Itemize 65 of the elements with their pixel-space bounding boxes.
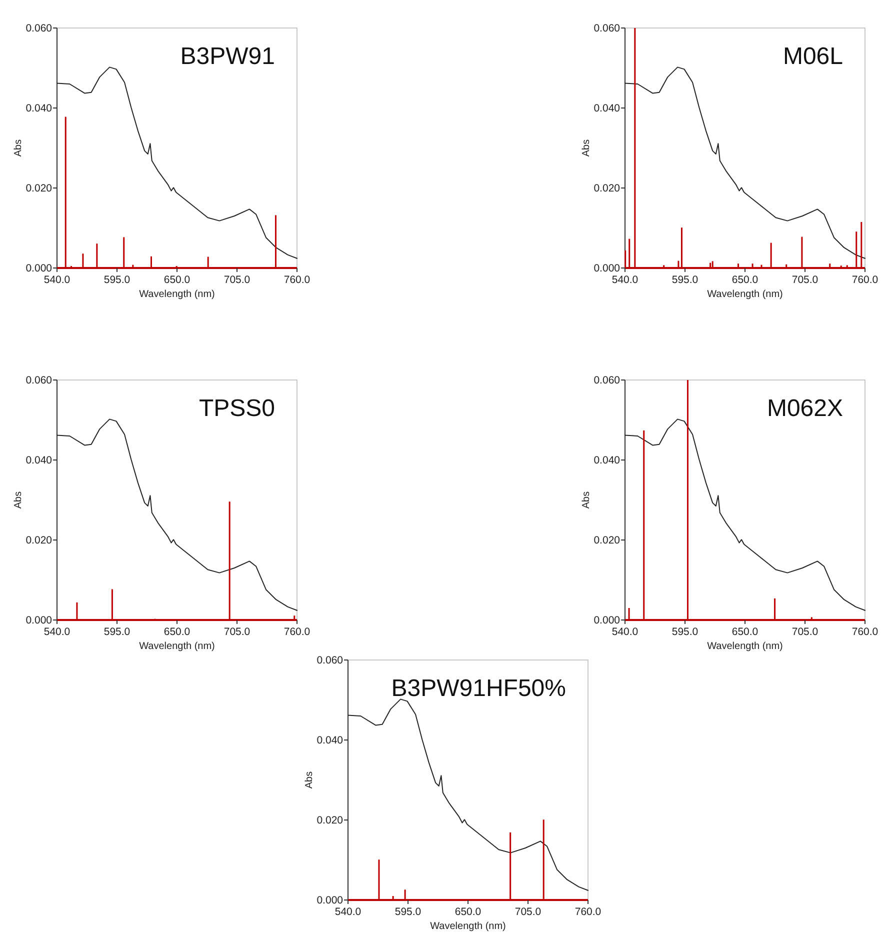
text: M062X [766, 395, 843, 422]
line-series [56, 66, 298, 259]
x-tick-label: 705.0 [514, 906, 542, 918]
x-tick-label: 540.0 [612, 274, 638, 286]
y-axis-title: Abs [304, 771, 315, 789]
y-tick-label: 0.020 [594, 182, 620, 195]
x-tick-label: 595.0 [672, 626, 698, 638]
y-tick-label: 0.060 [594, 374, 620, 387]
x-axis-title: Wavelength (nm) [707, 289, 783, 300]
y-tick-label: 0.040 [594, 454, 620, 467]
x-tick-label: 650.0 [164, 274, 190, 286]
x-tick-label: 705.0 [224, 626, 250, 638]
x-tick-label: 705.0 [792, 626, 818, 638]
x-tick-label: 540.0 [44, 274, 70, 286]
x-tick-label: 595.0 [394, 906, 422, 918]
y-tick-label: 0.000 [594, 262, 620, 275]
text: B3PW91HF50% [391, 675, 566, 702]
x-tick-label: 760.0 [574, 906, 602, 918]
y-tick-label: 0.020 [316, 814, 344, 827]
x-tick-label: 595.0 [104, 626, 130, 638]
x-tick-label: 650.0 [732, 274, 758, 286]
y-axis-title: Abs [13, 491, 24, 509]
y-tick-label: 0.020 [26, 534, 52, 547]
x-tick-label: 650.0 [732, 626, 758, 638]
y-axis-title: Abs [13, 139, 24, 157]
x-tick-label: 595.0 [672, 274, 698, 286]
y-tick-label: 0.020 [594, 534, 620, 547]
text: TPSS0 [198, 395, 275, 422]
x-tick-label: 650.0 [164, 626, 190, 638]
x-tick-label: 705.0 [224, 274, 250, 286]
line-series [624, 66, 866, 259]
y-axis-title: Abs [581, 139, 592, 157]
y-tick-label: 0.060 [26, 22, 52, 35]
x-axis-title: Wavelength (nm) [707, 641, 783, 652]
text: M06L [782, 43, 843, 70]
x-tick-label: 760.0 [284, 626, 310, 638]
x-tick-label: 705.0 [792, 274, 818, 286]
x-tick-label: 760.0 [284, 274, 310, 286]
y-tick-label: 0.060 [316, 654, 344, 667]
x-tick-label: 540.0 [612, 626, 638, 638]
y-tick-label: 0.040 [26, 454, 52, 467]
x-tick-label: 540.0 [44, 626, 70, 638]
y-tick-label: 0.040 [26, 102, 52, 115]
y-tick-label: 0.040 [594, 102, 620, 115]
x-tick-label: 760.0 [852, 626, 878, 638]
x-tick-label: 760.0 [852, 274, 878, 286]
x-axis-title: Wavelength (nm) [430, 921, 506, 932]
y-tick-label: 0.000 [26, 614, 52, 627]
y-tick-label: 0.000 [26, 262, 52, 275]
y-tick-label: 0.020 [26, 182, 52, 195]
y-tick-label: 0.000 [316, 894, 344, 907]
y-tick-label: 0.040 [316, 734, 344, 747]
x-tick-label: 650.0 [454, 906, 482, 918]
text: B3PW91 [180, 43, 275, 70]
x-tick-label: 595.0 [104, 274, 130, 286]
y-axis-title: Abs [581, 491, 592, 509]
line-series [56, 418, 298, 611]
x-axis-title: Wavelength (nm) [139, 289, 215, 300]
line-series [624, 418, 866, 611]
x-axis-title: Wavelength (nm) [139, 641, 215, 652]
line-series [348, 698, 588, 891]
y-tick-label: 0.060 [594, 22, 620, 35]
y-tick-label: 0.060 [26, 374, 52, 387]
x-tick-label: 540.0 [334, 906, 362, 918]
y-tick-label: 0.000 [594, 614, 620, 627]
